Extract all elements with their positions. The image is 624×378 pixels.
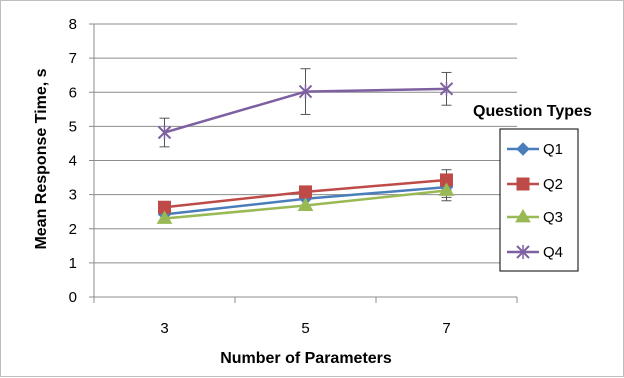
point-q3-5 bbox=[297, 197, 314, 211]
point-q2-5 bbox=[299, 185, 312, 199]
x-axis-title: Number of Parameters bbox=[220, 350, 392, 367]
x-tick-label-7: 7 bbox=[442, 320, 450, 337]
point-q3-3 bbox=[156, 210, 173, 224]
y-tick-label-1: 1 bbox=[69, 255, 77, 272]
legend-entries: Q1 Q2 Q3 Q4 bbox=[543, 141, 563, 261]
axes bbox=[89, 23, 518, 303]
point-q3-7 bbox=[438, 182, 455, 196]
x-tick-label-3: 3 bbox=[160, 320, 168, 337]
legend-marker-q3 bbox=[515, 209, 531, 223]
legend-title: Question Types bbox=[473, 103, 592, 120]
y-axis-title: Mean Response Time, s bbox=[33, 68, 50, 249]
y-tick-label-3: 3 bbox=[69, 187, 77, 204]
y-tick-label-7: 7 bbox=[69, 50, 77, 67]
point-q4-5 bbox=[298, 84, 313, 99]
y-tick-label-5: 5 bbox=[69, 118, 77, 135]
legend-marker-q2 bbox=[516, 177, 530, 191]
x-tick-label-5: 5 bbox=[301, 320, 309, 337]
legend-label-q1: Q1 bbox=[543, 141, 563, 158]
y-tick-label-2: 2 bbox=[69, 221, 77, 238]
gridlines bbox=[94, 23, 517, 264]
y-tick-label-0: 0 bbox=[69, 289, 77, 306]
y-tick-label-8: 8 bbox=[69, 16, 77, 33]
y-tick-label-4: 4 bbox=[69, 153, 77, 170]
y-tick-labels: 0 1 2 3 4 5 6 7 8 bbox=[69, 16, 77, 306]
legend-marker-q4 bbox=[516, 245, 530, 259]
data-points bbox=[156, 81, 455, 224]
point-q4-3 bbox=[157, 125, 172, 140]
y-tick-label-6: 6 bbox=[69, 84, 77, 101]
legend bbox=[499, 128, 579, 272]
x-tick-labels: 3 5 7 bbox=[160, 320, 450, 337]
legend-marker-q1 bbox=[516, 142, 530, 156]
legend-label-q3: Q3 bbox=[543, 209, 563, 226]
legend-label-q4: Q4 bbox=[543, 244, 563, 261]
point-q4-7 bbox=[439, 81, 454, 96]
legend-label-q2: Q2 bbox=[543, 176, 563, 193]
